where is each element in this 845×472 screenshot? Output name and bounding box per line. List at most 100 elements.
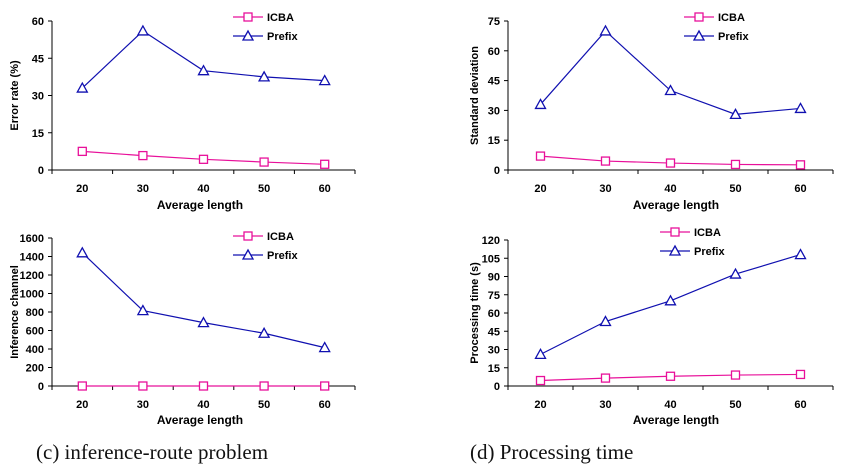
legend-label-prefix: Prefix — [718, 31, 749, 43]
x-tick-label: 20 — [534, 183, 546, 195]
y-tick-label: 400 — [26, 344, 44, 356]
x-axis-label: Average length — [633, 413, 719, 427]
legend-label-icba: ICBA — [718, 12, 745, 24]
y-tick-label: 0 — [38, 381, 44, 393]
legend-marker-icba — [670, 227, 680, 237]
y-tick-label: 60 — [488, 46, 500, 58]
data-point-prefix — [318, 74, 331, 86]
caption-d: (d) Processing time — [470, 440, 634, 464]
data-point-icba — [730, 370, 741, 380]
legend-label-icba: ICBA — [694, 227, 721, 239]
data-point-prefix — [794, 102, 807, 114]
data-point-icba — [600, 373, 611, 383]
chart-panel-1: 0 15 30 45 60 20 30 40 50 60 Average length Error r… — [9, 12, 356, 212]
y-tick-label: 120 — [482, 235, 500, 247]
y-axis-label: Standard deviation — [469, 46, 481, 145]
chart-panel-3: 0 200 400 600 800 1000 1200 1400 1600 20 30 40 50 60 A… — [9, 231, 356, 427]
series-line-prefix — [540, 30, 801, 115]
data-point-prefix — [599, 315, 612, 327]
data-point-prefix — [197, 316, 210, 328]
data-point-icba — [77, 146, 87, 157]
y-axis-label: Processing time (s) — [469, 262, 481, 364]
y-tick-label: 1200 — [20, 270, 44, 282]
data-point-icba — [138, 150, 148, 161]
data-point-prefix — [76, 81, 89, 93]
y-tick-label: 0 — [38, 165, 44, 177]
y-tick-label: 0 — [494, 165, 500, 177]
x-tick-label: 40 — [197, 399, 209, 411]
data-point-icba — [665, 371, 676, 381]
x-tick-label: 40 — [197, 183, 209, 195]
data-point-prefix — [257, 326, 271, 338]
y-tick-label: 75 — [488, 290, 500, 302]
x-tick-label: 60 — [794, 399, 806, 411]
legend-label-prefix: Prefix — [267, 250, 298, 262]
data-point-prefix — [257, 70, 271, 82]
y-tick-label: 60 — [32, 16, 44, 28]
legend-label-prefix: Prefix — [267, 31, 298, 43]
data-point-prefix — [318, 341, 331, 353]
x-tick-label: 40 — [664, 399, 676, 411]
y-axis-label: Inference channel — [9, 265, 21, 359]
y-tick-label: 90 — [488, 272, 500, 284]
y-tick-label: 15 — [488, 135, 500, 147]
data-point-prefix — [794, 248, 807, 260]
legend-marker-icba — [243, 12, 253, 22]
y-tick-label: 30 — [488, 105, 500, 117]
data-point-prefix — [136, 304, 150, 316]
data-point-icba — [320, 159, 330, 169]
y-tick-label: 45 — [32, 53, 44, 65]
x-tick-label: 50 — [729, 183, 741, 195]
data-point-prefix — [136, 24, 150, 36]
caption-c: (c) inference-route problem — [36, 440, 269, 464]
data-point-prefix — [534, 348, 547, 360]
chart-panel-4: 0 15 30 45 60 75 90 105 120 20 30 40 50 60 Average len… — [469, 227, 834, 427]
data-point-prefix — [664, 294, 677, 306]
x-tick-label: 30 — [137, 399, 149, 411]
x-axis-label: Average length — [157, 198, 243, 212]
legend-marker-prefix — [241, 248, 255, 260]
legend-marker-prefix — [241, 29, 255, 41]
x-tick-label: 20 — [76, 399, 88, 411]
y-tick-label: 45 — [488, 76, 500, 88]
x-tick-label: 30 — [599, 183, 611, 195]
data-point-prefix — [197, 64, 210, 76]
x-tick-label: 60 — [794, 183, 806, 195]
x-tick-label: 60 — [319, 399, 331, 411]
legend-marker-icba — [694, 12, 704, 22]
y-tick-label: 75 — [488, 16, 500, 28]
x-tick-label: 50 — [258, 399, 270, 411]
data-point-icba — [730, 159, 741, 170]
y-tick-label: 30 — [488, 345, 500, 357]
x-tick-label: 60 — [319, 183, 331, 195]
legend-label-icba: ICBA — [267, 12, 294, 24]
y-tick-label: 30 — [32, 91, 44, 103]
x-tick-label: 20 — [76, 183, 88, 195]
y-tick-label: 45 — [488, 326, 500, 338]
y-tick-label: 1400 — [20, 252, 44, 264]
y-tick-label: 200 — [26, 363, 44, 375]
data-point-icba — [600, 156, 611, 166]
data-point-icba — [535, 375, 546, 386]
x-tick-label: 20 — [534, 399, 546, 411]
data-point-icba — [198, 381, 209, 391]
data-point-prefix — [534, 98, 547, 110]
y-tick-label: 105 — [482, 253, 500, 265]
y-tick-label: 800 — [26, 307, 44, 319]
data-point-icba — [795, 369, 806, 380]
series-line-prefix — [81, 252, 325, 349]
legend-label-icba: ICBA — [267, 231, 294, 243]
data-point-icba — [138, 381, 148, 391]
x-tick-label: 30 — [137, 183, 149, 195]
data-point-prefix — [729, 267, 742, 279]
data-point-icba — [535, 151, 546, 161]
legend-marker-icba — [243, 231, 253, 241]
y-tick-label: 600 — [26, 326, 44, 338]
x-tick-label: 30 — [599, 399, 611, 411]
x-axis-label: Average length — [633, 198, 719, 212]
data-point-icba — [77, 381, 87, 391]
data-point-prefix — [76, 246, 89, 258]
y-tick-label: 15 — [32, 128, 44, 140]
x-tick-label: 50 — [258, 183, 270, 195]
data-point-icba — [198, 154, 209, 164]
